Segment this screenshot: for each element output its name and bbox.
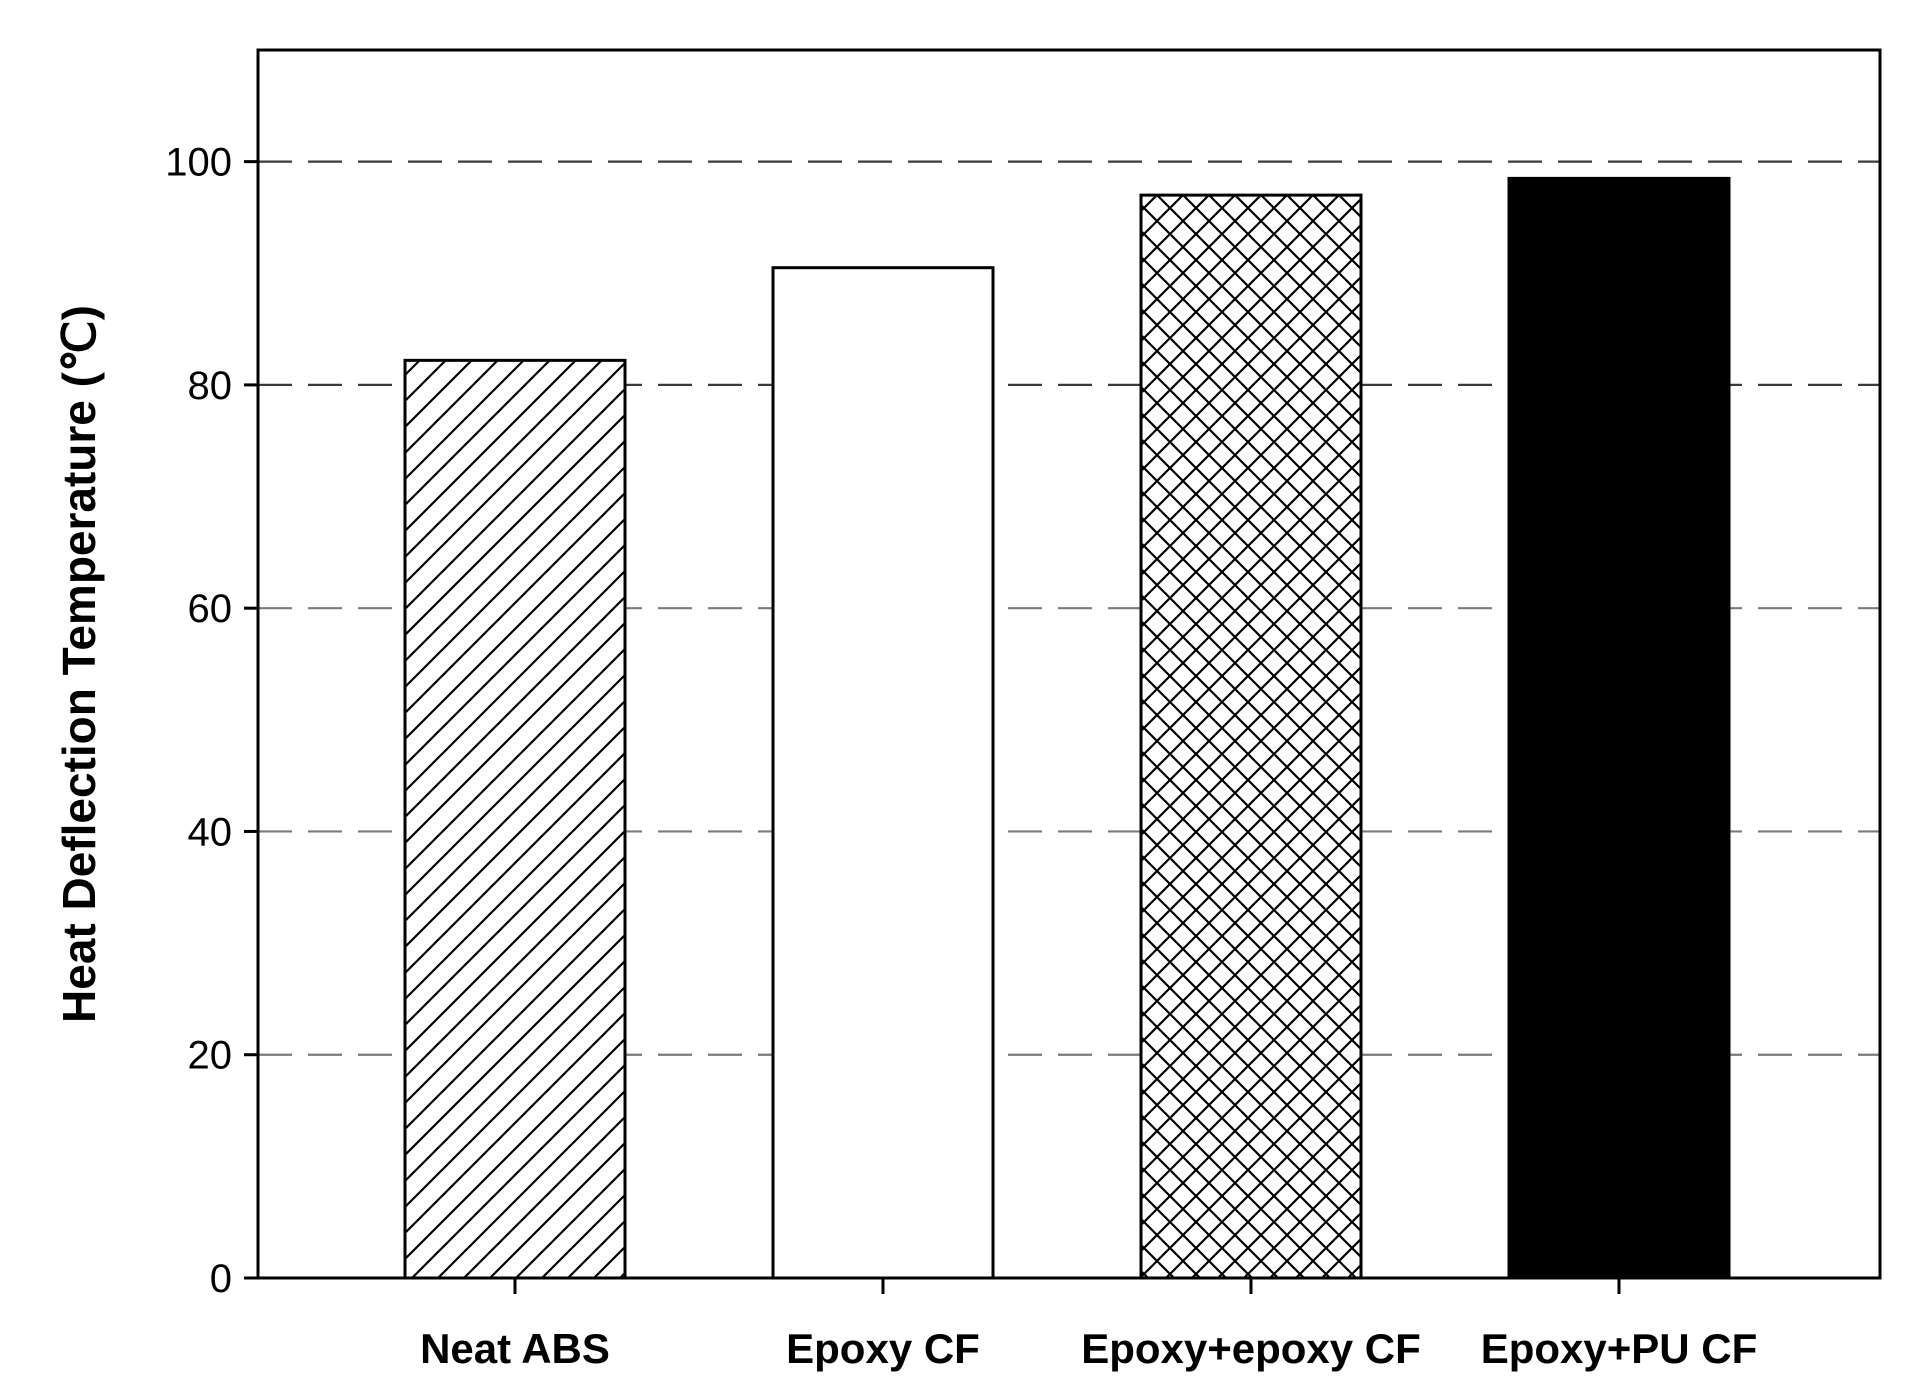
y-axis-title: Heat Deflection Temperature (℃) <box>53 305 105 1023</box>
bar-neat-abs <box>403 358 627 1280</box>
x-category-label: Epoxy+PU CF <box>1481 1325 1758 1372</box>
y-tick-label: 20 <box>188 1034 233 1078</box>
bar-epoxy-epoxy-cf <box>1139 193 1363 1280</box>
y-axis-ticks: 0 20 40 60 80 100 <box>165 141 258 1301</box>
bar-epoxy-cf <box>771 266 995 1280</box>
plot-frame <box>256 48 1882 1280</box>
y-tick-label: 60 <box>188 587 233 631</box>
x-category-label: Epoxy+epoxy CF <box>1081 1325 1421 1372</box>
x-axis-ticks: Neat ABS Epoxy CF Epoxy+epoxy CF Epoxy+PU C… <box>420 1278 1757 1372</box>
y-tick-label: 80 <box>188 364 233 408</box>
y-tick-label: 40 <box>188 810 233 854</box>
x-category-label: Neat ABS <box>420 1325 610 1372</box>
bars <box>403 176 1731 1280</box>
bar-epoxy-pu-cf <box>1507 176 1731 1280</box>
y-tick-label: 0 <box>210 1257 232 1301</box>
y-tick-label: 100 <box>165 141 232 185</box>
x-category-label: Epoxy CF <box>786 1325 980 1372</box>
